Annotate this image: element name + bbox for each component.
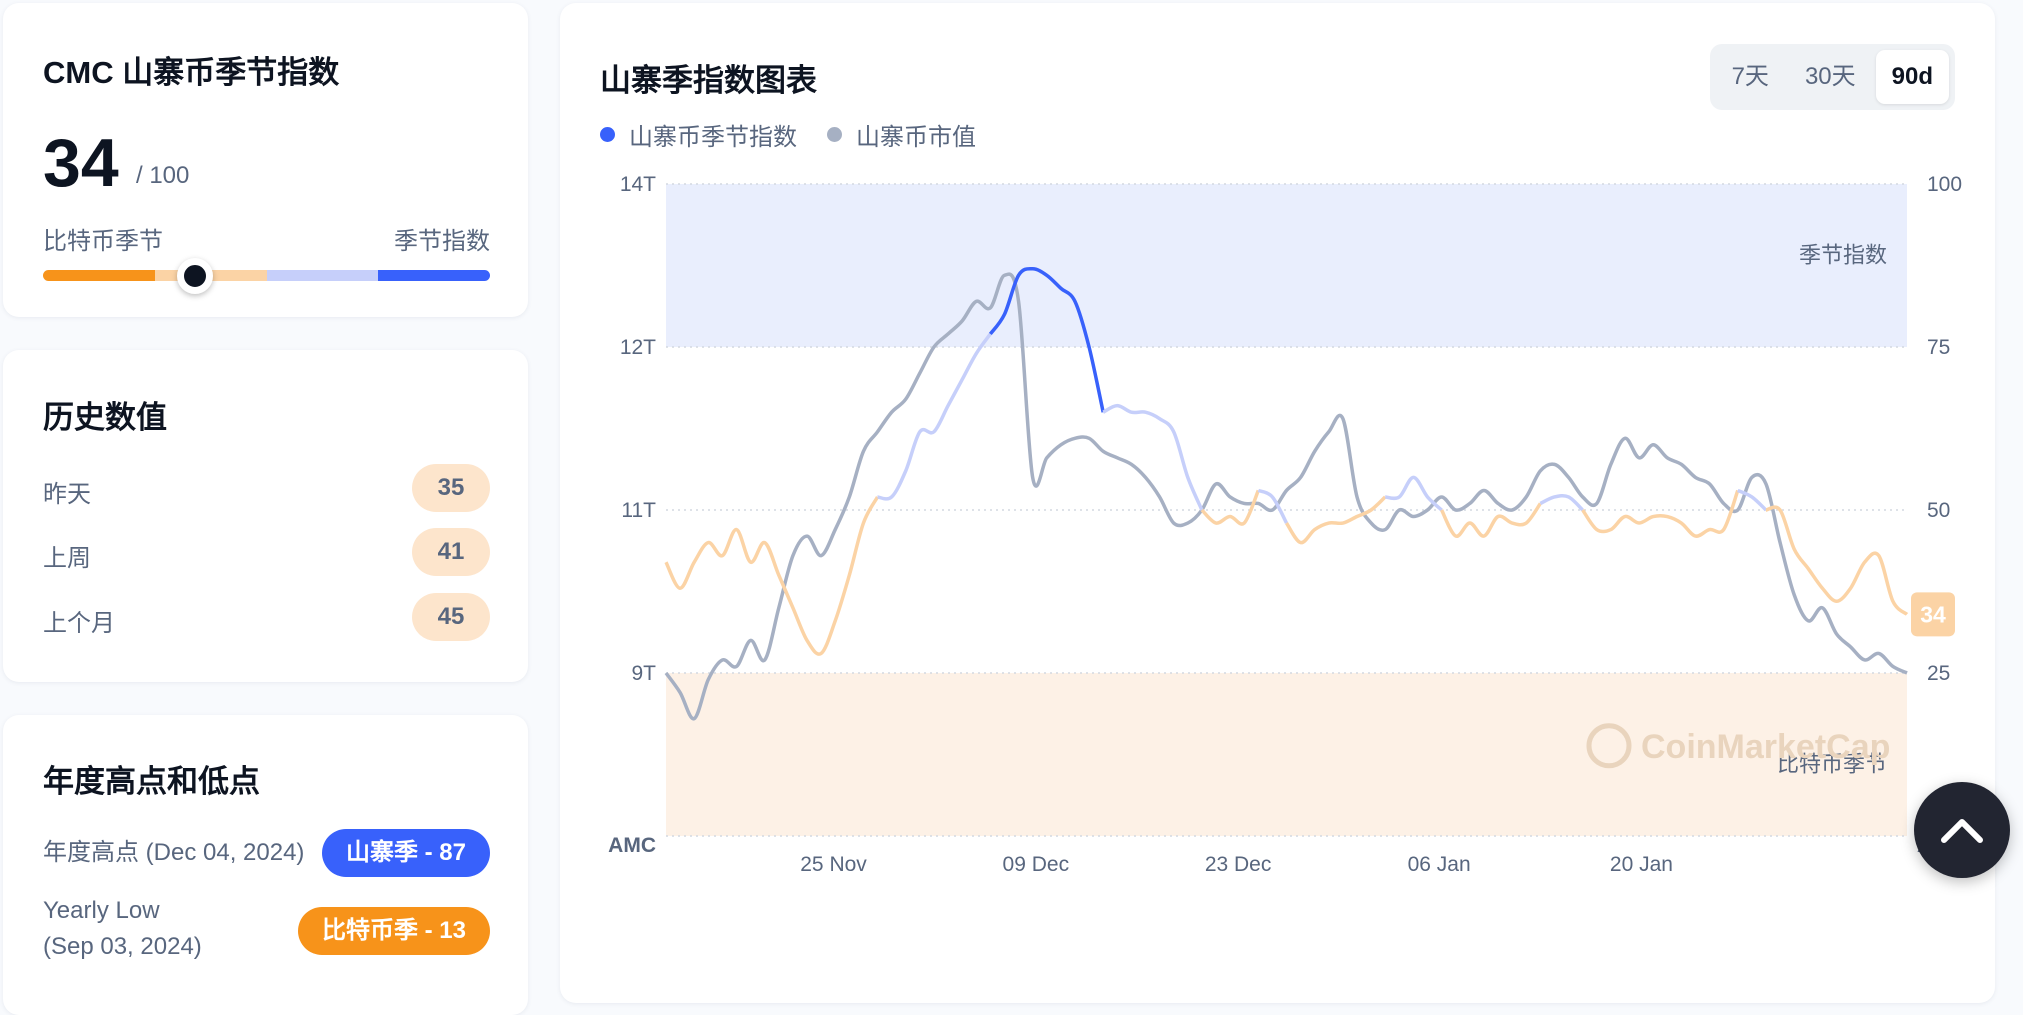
history-value-badge: 35: [412, 464, 490, 512]
chart-title: 山寨季指数图表: [600, 63, 817, 98]
market-cap-line: [664, 272, 1908, 721]
gauge-segment-altcoin: [378, 270, 490, 281]
season-index-line-mid: [877, 332, 992, 501]
index-card-title: CMC 山寨币季节指数: [43, 55, 340, 90]
season-index-line-below: [1440, 502, 1542, 538]
left-y-tick-label: 12T: [620, 336, 656, 359]
index-score: 34: [43, 125, 119, 201]
yearly-card-title: 年度高点和低点: [43, 764, 260, 799]
history-row-yesterday: 昨天 35: [43, 464, 490, 512]
bitcoin-season-zone: [666, 673, 1907, 836]
yearly-high-low-card: 年度高点和低点 年度高点 (Dec 04, 2024) 山寨季 - 87 Yea…: [3, 715, 528, 1015]
right-y-tick-label: 50: [1927, 499, 1950, 522]
right-y-tick-label: 25: [1927, 662, 1950, 685]
tab-7d[interactable]: 7天: [1731, 63, 1769, 90]
x-tick-label: 09 Dec: [1003, 853, 1070, 876]
season-index-line-below: [664, 496, 880, 656]
season-index-line-below: [1581, 489, 1740, 538]
left-y-tick-label: 9T: [631, 662, 656, 685]
legend-label: 山寨币市值: [856, 124, 976, 151]
altseason-zone-label: 季节指数: [1799, 243, 1887, 268]
legend-label: 山寨币季节指数: [629, 124, 797, 151]
season-index-line-mid: [1385, 475, 1443, 512]
history-label: 上个月: [43, 610, 115, 637]
history-value-badge: 45: [412, 593, 490, 641]
watermark-text: CoinMarketCap: [1641, 728, 1890, 766]
history-row-last-month: 上个月 45: [43, 593, 490, 641]
tab-90d[interactable]: 90d: [1875, 50, 1949, 104]
gauge-segment-bitcoin: [43, 270, 155, 281]
season-index-line-below: [1765, 505, 1909, 616]
history-card-title: 历史数值: [43, 400, 167, 435]
altcoin-season-index-card: CMC 山寨币季节指数 34 / 100 比特币季节 季节指数: [3, 3, 528, 317]
legend-dot: [600, 127, 615, 142]
x-tick-label: 25 Nov: [800, 853, 867, 876]
altseason-zone: [666, 184, 1907, 347]
chart-legend: 山寨币季节指数 山寨币市值: [600, 117, 976, 152]
right-y-tick-label: 75: [1927, 336, 1950, 359]
x-tick-label: 06 Jan: [1408, 853, 1471, 876]
legend-item-market-cap[interactable]: 山寨币市值: [827, 117, 976, 152]
tab-30d[interactable]: 30天: [1804, 63, 1856, 90]
chevron-up-icon: [1941, 819, 1983, 843]
yearly-low-label-line2: (Sep 03, 2024): [43, 933, 202, 960]
yearly-high-label: 年度高点 (Dec 04, 2024): [43, 839, 305, 866]
season-index-line-below: [1200, 489, 1260, 526]
left-axis-caption: AMC: [608, 834, 656, 857]
left-y-tick-label: 11T: [621, 499, 656, 522]
history-value-badge: 41: [412, 528, 490, 576]
season-index-line-mid: [1737, 488, 1768, 512]
index-gauge-track: [43, 270, 490, 281]
bitcoin-season-label: 比特币季节: [43, 228, 163, 255]
history-label: 昨天: [43, 481, 91, 508]
historical-values-card: 历史数值 昨天 35 上周 41 上个月 45: [3, 350, 528, 682]
x-tick-label: 23 Dec: [1205, 853, 1272, 876]
history-label: 上周: [43, 545, 91, 572]
legend-dot: [827, 127, 842, 142]
history-row-last-week: 上周 41: [43, 528, 490, 576]
x-tick-label: 20 Jan: [1610, 853, 1673, 876]
index-gauge-knob: [176, 258, 213, 294]
coinmarketcap-logo-icon: [1586, 723, 1632, 769]
altcoin-season-label: 季节指数: [394, 228, 490, 255]
bitcoin-season-zone-label: 比特币季节: [1777, 751, 1887, 776]
current-value-badge: [1911, 592, 1955, 637]
season-index-line-below: [1285, 495, 1387, 545]
season-index-line-mid: [1257, 488, 1289, 524]
season-index-line-above: [988, 266, 1105, 413]
legend-item-index[interactable]: 山寨币季节指数: [600, 117, 797, 152]
time-range-tabs: 7天 30天 90d: [1709, 44, 1955, 110]
scroll-to-top-button[interactable]: [1914, 782, 2010, 878]
current-value-label: 34: [1920, 601, 1946, 627]
yearly-high-badge: 山寨季 - 87: [321, 829, 490, 877]
gauge-segment-altcoin-light: [266, 270, 379, 281]
left-y-tick-label: 14T: [620, 173, 656, 196]
right-y-tick-label: 100: [1927, 173, 1962, 196]
yearly-low-badge: 比特币季 - 13: [297, 907, 490, 955]
season-index-line-mid: [1539, 493, 1584, 512]
index-score-max: / 100: [136, 162, 190, 189]
season-index-line-mid: [1102, 403, 1204, 511]
yearly-low-label-line1: Yearly Low: [43, 897, 160, 924]
